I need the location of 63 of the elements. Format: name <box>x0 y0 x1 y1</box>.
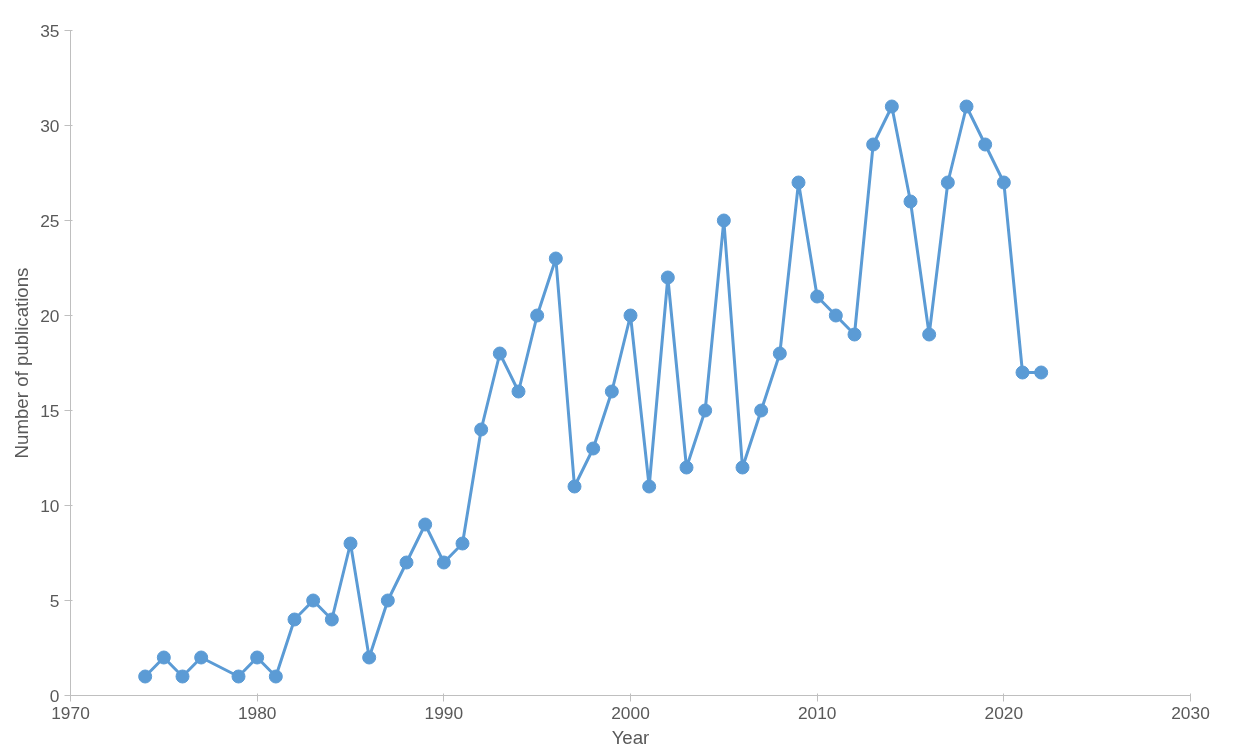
point <box>978 137 993 152</box>
point <box>511 384 526 399</box>
point <box>324 612 339 627</box>
point <box>772 346 787 361</box>
y-tick-label: 20 <box>40 305 60 326</box>
point <box>959 99 974 114</box>
y-tick-label: 25 <box>40 210 60 231</box>
point <box>679 460 694 475</box>
point <box>810 289 825 304</box>
point <box>903 194 918 209</box>
point <box>474 422 489 437</box>
x-tick-label: 1990 <box>424 702 464 723</box>
point <box>548 251 563 266</box>
point <box>380 593 395 608</box>
y-tick-label: 15 <box>40 400 60 421</box>
x-tick-label: 2000 <box>611 702 650 723</box>
point <box>530 308 545 323</box>
point <box>698 403 713 418</box>
y-tick-label: 5 <box>49 590 60 611</box>
point <box>492 346 507 361</box>
point <box>194 650 209 665</box>
y-tick-label: 30 <box>40 115 60 136</box>
point <box>436 555 451 570</box>
point <box>1015 365 1030 380</box>
x-tick-label: 1980 <box>237 702 277 723</box>
point <box>642 479 657 494</box>
point <box>231 669 246 684</box>
x-tick-label: 2030 <box>1171 702 1210 723</box>
point <box>268 669 283 684</box>
point <box>455 536 470 551</box>
point <box>250 650 265 665</box>
point <box>306 593 321 608</box>
x-axis-title: Year <box>611 726 650 748</box>
point <box>399 555 414 570</box>
point <box>175 669 190 684</box>
point <box>884 99 899 114</box>
point <box>922 327 937 342</box>
point <box>567 479 582 494</box>
point <box>604 384 619 399</box>
point <box>940 175 955 190</box>
point <box>1034 365 1049 380</box>
x-tick-label: 2020 <box>984 702 1024 723</box>
y-tick-label: 35 <box>40 20 60 41</box>
point <box>343 536 358 551</box>
point <box>754 403 769 418</box>
point <box>623 308 638 323</box>
point <box>660 270 675 285</box>
point <box>586 441 601 456</box>
point <box>791 175 806 190</box>
point <box>866 137 881 152</box>
point <box>362 650 377 665</box>
point <box>287 612 302 627</box>
point <box>418 517 433 532</box>
point <box>828 308 843 323</box>
y-tick-label: 10 <box>40 495 60 516</box>
point <box>735 460 750 475</box>
point <box>847 327 862 342</box>
point <box>156 650 171 665</box>
point <box>716 213 731 228</box>
point <box>138 669 153 684</box>
y-axis-title: Number of publications <box>11 267 33 459</box>
x-tick-label: 2010 <box>797 702 837 723</box>
point <box>996 175 1011 190</box>
